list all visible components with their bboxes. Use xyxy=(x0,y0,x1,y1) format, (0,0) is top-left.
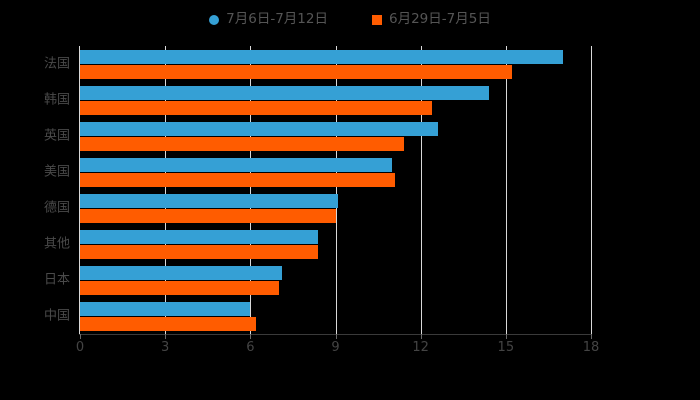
category-label: 日本 xyxy=(43,272,70,288)
gridline xyxy=(505,46,507,334)
x-tick-mark xyxy=(250,334,252,339)
gridline xyxy=(335,46,337,334)
bar[interactable] xyxy=(80,280,279,295)
x-tick-mark xyxy=(80,334,81,339)
category-label: 其他 xyxy=(43,236,70,252)
bar[interactable] xyxy=(80,64,512,79)
gridline xyxy=(250,46,252,334)
legend-label-series-1: 6月29日-7月5日 xyxy=(389,11,491,28)
category-label: 韩国 xyxy=(43,92,70,108)
bar[interactable] xyxy=(80,193,339,208)
x-tick-mark xyxy=(165,334,167,339)
gridline xyxy=(420,46,422,334)
chart-legend: 7月6日-7月12日 6月29日-7月5日 xyxy=(0,8,700,32)
bar[interactable] xyxy=(80,136,404,151)
x-tick-mark xyxy=(505,334,507,339)
bar[interactable] xyxy=(80,316,256,331)
plot-area: 0 3 6 9 12 15 18 法国韩国英国美国德国其他日本中国 xyxy=(44,46,599,354)
bar[interactable] xyxy=(80,244,319,259)
bar[interactable] xyxy=(80,121,438,136)
x-tick-label: 9 xyxy=(331,340,340,355)
x-tick-label: 12 xyxy=(412,340,429,355)
bar[interactable] xyxy=(80,100,433,115)
x-tick-label: 0 xyxy=(75,340,85,355)
bar-group: 韩国 xyxy=(44,85,591,115)
bar[interactable] xyxy=(80,265,282,280)
legend-item-series-0[interactable]: 7月6日-7月12日 xyxy=(209,13,328,27)
bar-group: 德国 xyxy=(44,193,591,223)
legend-item-series-1[interactable]: 6月29日-7月5日 xyxy=(372,13,491,27)
legend-label-series-0: 7月6日-7月12日 xyxy=(226,11,328,28)
bar-group: 中国 xyxy=(44,301,591,331)
x-tick-label: 3 xyxy=(161,340,170,355)
gridline xyxy=(591,46,592,334)
category-label: 英国 xyxy=(43,128,70,144)
x-tick-label: 6 xyxy=(246,340,255,355)
bar[interactable] xyxy=(80,172,396,187)
x-tick-mark xyxy=(591,334,592,339)
bar[interactable] xyxy=(80,49,563,64)
x-tick-label: 15 xyxy=(497,340,515,355)
bar[interactable] xyxy=(80,301,251,316)
x-tick-mark xyxy=(420,334,422,339)
category-label: 法国 xyxy=(43,56,70,72)
bar[interactable] xyxy=(80,229,319,244)
category-label: 德国 xyxy=(43,200,70,216)
bar[interactable] xyxy=(80,208,336,223)
bar-group: 英国 xyxy=(44,121,591,151)
bar[interactable] xyxy=(80,157,393,172)
bar-group: 日本 xyxy=(44,265,591,295)
bar-group: 其他 xyxy=(44,229,591,259)
bar-group: 美国 xyxy=(44,157,591,187)
legend-square-icon xyxy=(372,15,382,25)
x-tick-label: 18 xyxy=(582,340,600,355)
category-label: 中国 xyxy=(43,308,70,324)
gridline xyxy=(165,46,167,334)
y-axis-line xyxy=(79,46,80,334)
legend-circle-icon xyxy=(209,15,220,25)
x-tick-mark xyxy=(335,334,337,339)
bar-group: 法国 xyxy=(44,49,591,79)
category-label: 美国 xyxy=(43,164,70,180)
bar[interactable] xyxy=(80,85,489,100)
